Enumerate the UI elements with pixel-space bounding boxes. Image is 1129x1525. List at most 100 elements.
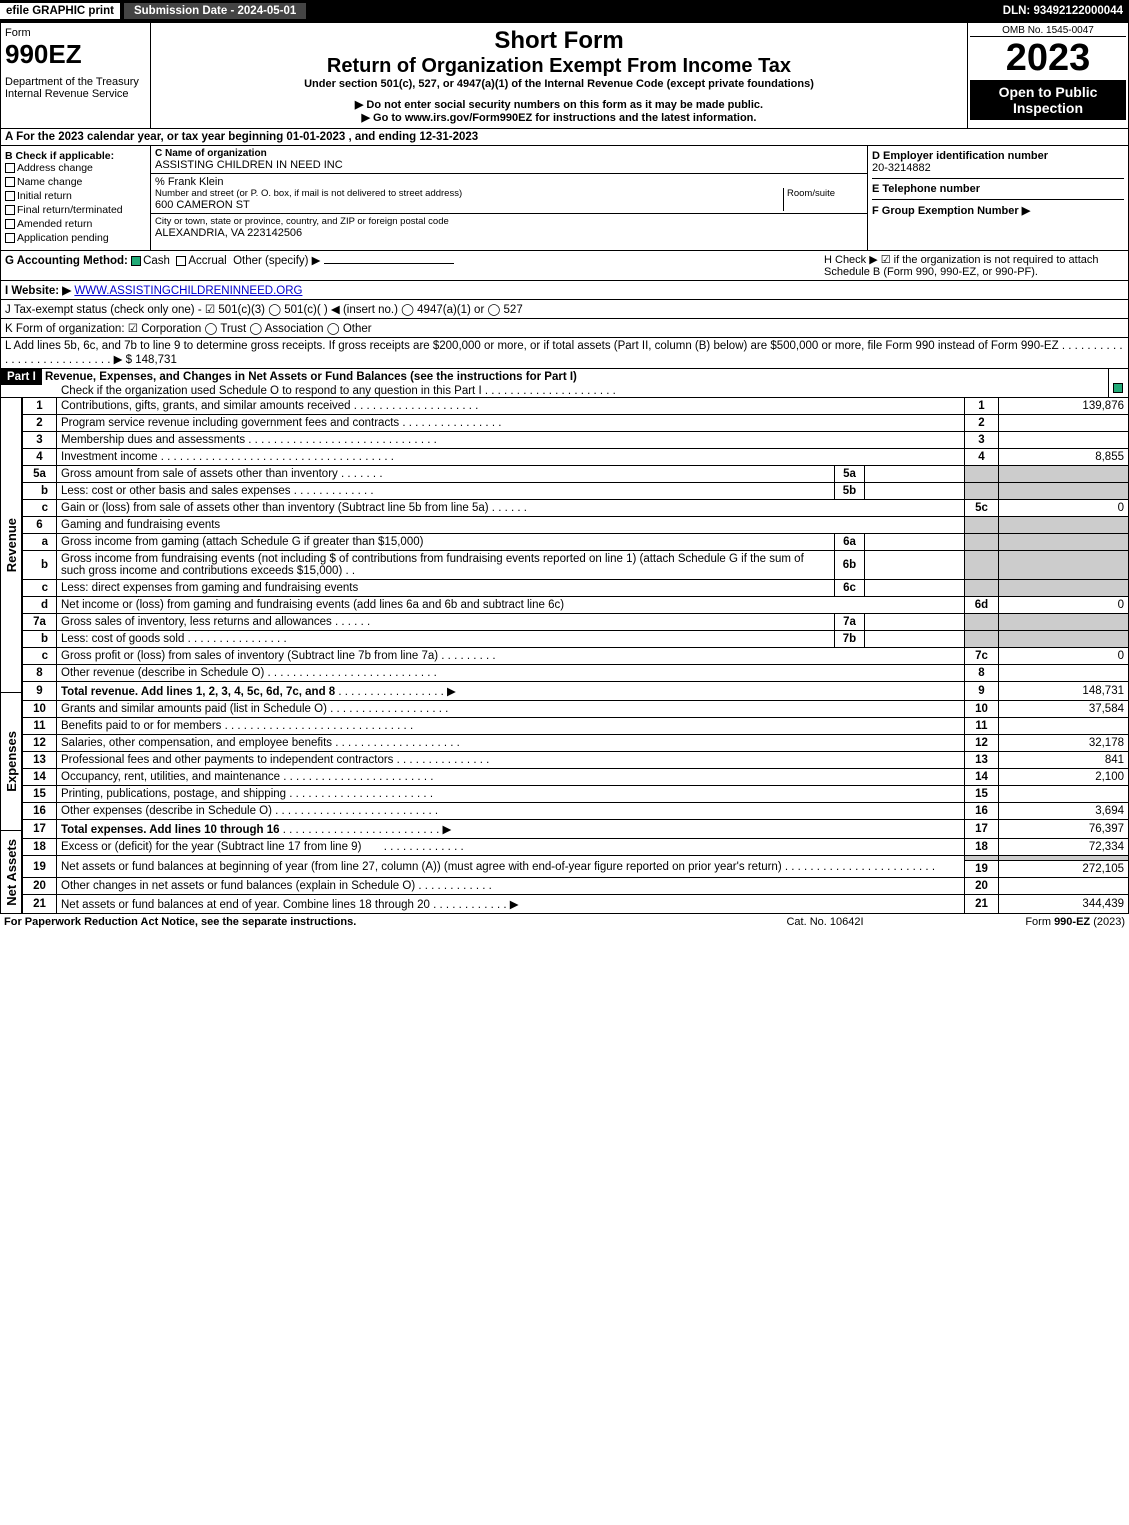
d-label: D Employer identification number xyxy=(872,150,1124,162)
line-15: 15Printing, publications, postage, and s… xyxy=(23,786,1129,803)
form-number: 990EZ xyxy=(5,39,146,70)
room-label: Room/suite xyxy=(783,188,863,211)
expenses-label: Expenses xyxy=(4,731,19,792)
efile-label[interactable]: efile GRAPHIC print xyxy=(0,3,120,19)
header-left: Form 990EZ Department of the Treasury In… xyxy=(1,23,151,128)
row-i: I Website: ▶ WWW.ASSISTINGCHILDRENINNEED… xyxy=(0,281,1129,300)
line-7b: bLess: cost of goods sold . . . . . . . … xyxy=(23,631,1129,648)
line-12: 12Salaries, other compensation, and empl… xyxy=(23,735,1129,752)
line-5c: cGain or (loss) from sale of assets othe… xyxy=(23,500,1129,517)
line-19: 19Net assets or fund balances at beginni… xyxy=(23,856,1129,861)
cb-cash-icon xyxy=(131,256,141,266)
line-1: 1Contributions, gifts, grants, and simil… xyxy=(23,398,1129,415)
h-note: H Check ▶ ☑ if the organization is not r… xyxy=(824,253,1124,278)
line-18: 18Excess or (deficit) for the year (Subt… xyxy=(23,839,1129,856)
return-title: Return of Organization Exempt From Incom… xyxy=(155,55,963,78)
footer: For Paperwork Reduction Act Notice, see … xyxy=(0,914,1129,930)
k-text: K Form of organization: ☑ Corporation ◯ … xyxy=(5,321,1124,335)
city-label: City or town, state or province, country… xyxy=(155,216,863,227)
under-section: Under section 501(c), 527, or 4947(a)(1)… xyxy=(155,78,963,90)
row-j: J Tax-exempt status (check only one) - ☑… xyxy=(0,300,1129,319)
section-def: D Employer identification number 20-3214… xyxy=(868,146,1128,250)
line-5b: bLess: cost or other basis and sales exp… xyxy=(23,483,1129,500)
row-gh: G Accounting Method: Cash Accrual Other … xyxy=(0,251,1129,281)
topbar: efile GRAPHIC print Submission Date - 20… xyxy=(0,0,1129,22)
dln: DLN: 93492122000044 xyxy=(1003,5,1129,17)
city: ALEXANDRIA, VA 223142506 xyxy=(155,227,863,239)
line-5a: 5aGross amount from sale of assets other… xyxy=(23,466,1129,483)
section-b: B Check if applicable: Address change Na… xyxy=(1,146,151,250)
cb-name-change[interactable]: Name change xyxy=(5,176,146,188)
line-3: 3Membership dues and assessments . . . .… xyxy=(23,432,1129,449)
line-17: 17Total expenses. Add lines 10 through 1… xyxy=(23,820,1129,839)
line-a: A For the 2023 calendar year, or tax yea… xyxy=(0,129,1129,146)
line-2: 2Program service revenue including gover… xyxy=(23,415,1129,432)
part1-schedule-o-checkbox[interactable] xyxy=(1108,369,1128,397)
street-label: Number and street (or P. O. box, if mail… xyxy=(155,188,783,199)
line-11: 11Benefits paid to or for members . . . … xyxy=(23,718,1129,735)
line-21: 21Net assets or fund balances at end of … xyxy=(23,895,1129,914)
line-16: 16Other expenses (describe in Schedule O… xyxy=(23,803,1129,820)
netassets-label: Net Assets xyxy=(4,839,19,906)
l-text: L Add lines 5b, 6c, and 7b to line 9 to … xyxy=(5,340,1059,352)
j-text: J Tax-exempt status (check only one) - ☑… xyxy=(5,302,1124,316)
section-bcd: B Check if applicable: Address change Na… xyxy=(0,146,1129,251)
care-of: % Frank Klein xyxy=(155,176,863,188)
form-header: Form 990EZ Department of the Treasury In… xyxy=(0,22,1129,129)
c-name-label: C Name of organization xyxy=(155,148,863,159)
part1-check: Check if the organization used Schedule … xyxy=(1,385,482,397)
g-label: G Accounting Method: xyxy=(5,255,128,267)
i-label: I Website: ▶ xyxy=(5,285,71,297)
header-right: OMB No. 1545-0047 2023 Open to Public In… xyxy=(968,23,1128,128)
cb-accrual-icon xyxy=(176,256,186,266)
footer-form: Form 990-EZ (2023) xyxy=(925,916,1125,928)
tax-year: 2023 xyxy=(970,37,1126,80)
line-9: 9Total revenue. Add lines 1, 2, 3, 4, 5c… xyxy=(23,682,1129,701)
footer-left: For Paperwork Reduction Act Notice, see … xyxy=(4,916,725,928)
f-label: F Group Exemption Number ▶ xyxy=(872,204,1124,217)
cb-address-change[interactable]: Address change xyxy=(5,162,146,174)
dept-label: Department of the Treasury Internal Reve… xyxy=(5,76,146,100)
cb-amended[interactable]: Amended return xyxy=(5,218,146,230)
line-6: 6Gaming and fundraising events xyxy=(23,517,1129,534)
part1-label: Part I xyxy=(1,369,42,385)
short-form-title: Short Form xyxy=(155,27,963,55)
line-20: 20Other changes in net assets or fund ba… xyxy=(23,878,1129,895)
part1-title: Revenue, Expenses, and Changes in Net As… xyxy=(45,371,577,383)
no-ssn-note: ▶ Do not enter social security numbers o… xyxy=(155,98,963,111)
form-label: Form xyxy=(5,27,146,39)
ein: 20-3214882 xyxy=(872,162,1124,174)
e-label: E Telephone number xyxy=(872,183,1124,195)
row-k: K Form of organization: ☑ Corporation ◯ … xyxy=(0,319,1129,338)
cb-initial-return[interactable]: Initial return xyxy=(5,190,146,202)
line-7c: cGross profit or (loss) from sales of in… xyxy=(23,648,1129,665)
line-13: 13Professional fees and other payments t… xyxy=(23,752,1129,769)
submission-date: Submission Date - 2024-05-01 xyxy=(124,3,306,19)
line-4: 4Investment income . . . . . . . . . . .… xyxy=(23,449,1129,466)
cb-final-return[interactable]: Final return/terminated xyxy=(5,204,146,216)
line-8: 8Other revenue (describe in Schedule O) … xyxy=(23,665,1129,682)
cb-pending[interactable]: Application pending xyxy=(5,232,146,244)
line-7a: 7aGross sales of inventory, less returns… xyxy=(23,614,1129,631)
line-14: 14Occupancy, rent, utilities, and mainte… xyxy=(23,769,1129,786)
part1-header: Part I Revenue, Expenses, and Changes in… xyxy=(0,369,1129,398)
omb-number: OMB No. 1545-0047 xyxy=(970,25,1126,37)
line-6d: dNet income or (loss) from gaming and fu… xyxy=(23,597,1129,614)
line-6c: cLess: direct expenses from gaming and f… xyxy=(23,580,1129,597)
line-10: 10Grants and similar amounts paid (list … xyxy=(23,701,1129,718)
revenue-label: Revenue xyxy=(4,518,19,572)
lines-table: 1Contributions, gifts, grants, and simil… xyxy=(22,398,1129,914)
street: 600 CAMERON ST xyxy=(155,199,783,211)
header-mid: Short Form Return of Organization Exempt… xyxy=(151,23,968,128)
open-public-badge: Open to Public Inspection xyxy=(970,80,1126,120)
b-label: B Check if applicable: xyxy=(5,150,146,162)
website-link[interactable]: WWW.ASSISTINGCHILDRENINNEED.ORG xyxy=(74,285,302,297)
l-val: ▶ $ 148,731 xyxy=(114,354,177,366)
org-name: ASSISTING CHILDREN IN NEED INC xyxy=(155,159,863,171)
goto-link[interactable]: ▶ Go to www.irs.gov/Form990EZ for instru… xyxy=(155,111,963,124)
footer-cat: Cat. No. 10642I xyxy=(725,916,925,928)
row-l: L Add lines 5b, 6c, and 7b to line 9 to … xyxy=(0,338,1129,369)
section-c: C Name of organization ASSISTING CHILDRE… xyxy=(151,146,868,250)
line-6a: aGross income from gaming (attach Schedu… xyxy=(23,534,1129,551)
line-6b: bGross income from fundraising events (n… xyxy=(23,551,1129,580)
